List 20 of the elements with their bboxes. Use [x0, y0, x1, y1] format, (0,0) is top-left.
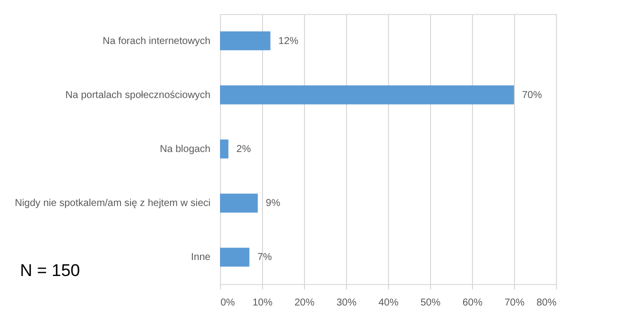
- x-tick-label: 20%: [294, 298, 315, 308]
- y-tick-label: Nigdy nie spotkalem/am się z hejtem w sieci: [14, 198, 210, 210]
- x-tick-label: 0%: [220, 298, 236, 308]
- x-tick-label: 70%: [504, 298, 525, 308]
- y-tick-label: Na blogach: [160, 144, 210, 155]
- y-tick-label: Inne: [191, 252, 211, 264]
- x-tick-label: 40%: [378, 298, 399, 308]
- data-label: 7%: [257, 252, 272, 264]
- x-tick-label: 10%: [252, 298, 273, 308]
- x-tick-label: 30%: [336, 298, 357, 308]
- x-tick-label: 60%: [462, 298, 483, 308]
- y-tick-label: Na portalach społecznościowych: [65, 90, 210, 101]
- text: N = 150: [20, 261, 80, 280]
- x-tick-label: 50%: [420, 298, 441, 308]
- y-tick-label: Na forach internetowych: [102, 36, 210, 47]
- data-label: 9%: [266, 198, 280, 210]
- data-label: 12%: [278, 36, 299, 47]
- data-label: 2%: [236, 144, 251, 155]
- x-tick-label: 80%: [536, 298, 557, 308]
- data-label: 70%: [522, 90, 542, 101]
